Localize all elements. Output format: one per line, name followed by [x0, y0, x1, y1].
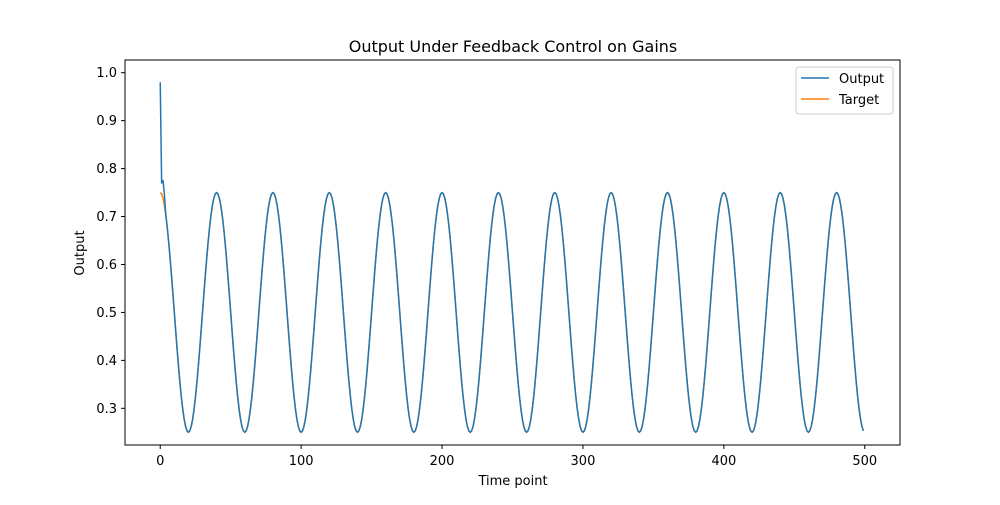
series-layer: [159, 82, 865, 434]
chart-title: Output Under Feedback Control on Gains: [349, 37, 678, 56]
legend: Output Target: [795, 66, 894, 115]
y-axis-label: Output: [73, 230, 88, 275]
x-tick-label: 200: [430, 454, 455, 469]
x-tick-label: 500: [852, 454, 877, 469]
y-tick-label: 0.8: [96, 162, 117, 177]
legend-label-output: Output: [839, 72, 884, 87]
x-tick-label: 300: [571, 454, 596, 469]
legend-label-target: Target: [838, 93, 879, 108]
y-tick-label: 0.6: [96, 258, 117, 273]
x-tick-label: 100: [289, 454, 314, 469]
y-tick-label: 0.9: [96, 114, 117, 129]
y-tick-label: 0.5: [96, 306, 117, 321]
x-tick-label: 400: [711, 454, 736, 469]
y-tick-label: 0.4: [96, 354, 117, 369]
x-axis-label: Time point: [477, 474, 547, 489]
series-line-output: [159, 82, 865, 434]
x-tick-label: 0: [156, 454, 164, 469]
x-axis: 0 100 200 300 400 500: [156, 445, 877, 469]
y-axis: 0.3 0.4 0.5 0.6 0.7 0.8 0.9 1.0: [96, 66, 125, 417]
plot-frame: [124, 59, 901, 446]
y-tick-label: 0.7: [96, 210, 117, 225]
y-tick-label: 1.0: [96, 66, 117, 81]
y-tick-label: 0.3: [96, 402, 117, 417]
